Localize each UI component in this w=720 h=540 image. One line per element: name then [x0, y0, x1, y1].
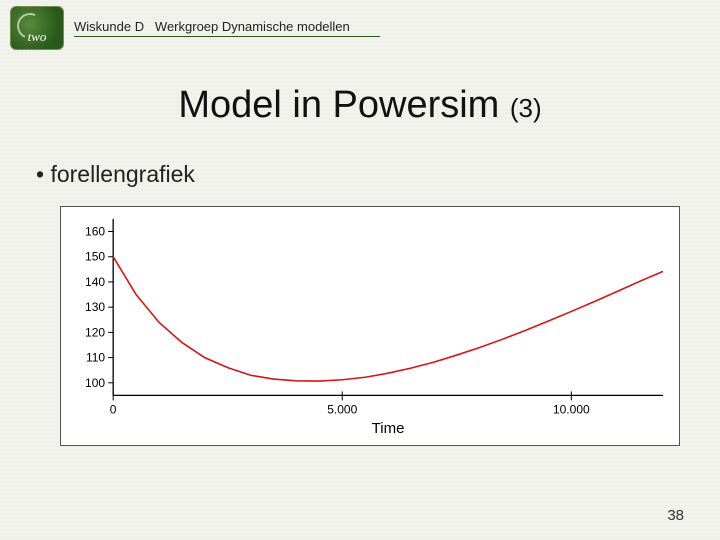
page-title: Model in Powersim (3)	[0, 84, 720, 127]
svg-text:0: 0	[110, 402, 117, 416]
svg-text:140: 140	[85, 275, 105, 289]
header-breadcrumb: Wiskunde D Werkgroep Dynamische modellen	[74, 19, 380, 37]
svg-text:160: 160	[85, 225, 105, 239]
svg-text:120: 120	[85, 325, 105, 339]
logo-text: two	[11, 29, 63, 45]
line-chart: 100 110 120 130 140 150 160 0 5.000 10.000 Time	[61, 207, 679, 445]
header: two Wiskunde D Werkgroep Dynamische mode…	[0, 0, 720, 50]
page-number: 38	[667, 507, 684, 524]
svg-text:110: 110	[86, 351, 106, 365]
svg-text:130: 130	[85, 300, 105, 314]
bullet-text: forellengrafiek	[50, 161, 194, 187]
svg-text:100: 100	[85, 376, 105, 390]
title-main: Model in Powersim	[178, 84, 499, 126]
svg-text:5.000: 5.000	[327, 402, 357, 416]
svg-text:Time: Time	[372, 420, 405, 437]
course-name: Wiskunde D	[74, 19, 144, 34]
bullet-item: • forellengrafiek	[36, 161, 720, 188]
chart-container: 100 110 120 130 140 150 160 0 5.000 10.000 Time	[60, 206, 680, 446]
svg-text:10.000: 10.000	[553, 402, 590, 416]
logo: two	[10, 6, 64, 50]
group-name: Werkgroep Dynamische modellen	[155, 19, 350, 34]
svg-text:150: 150	[85, 250, 105, 264]
title-sub: (3)	[510, 93, 542, 123]
